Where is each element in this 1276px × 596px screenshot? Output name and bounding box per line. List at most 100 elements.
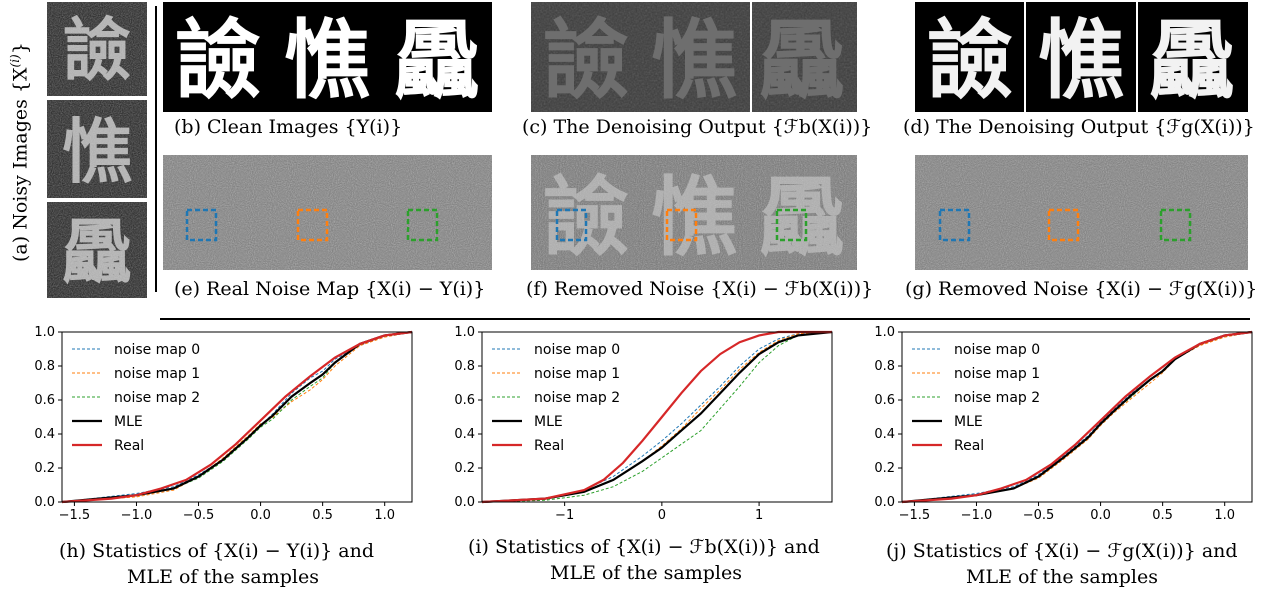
fb-char-3: 飍: [759, 11, 845, 111]
series-line-2: [481, 331, 833, 503]
x-tick-label: 0: [658, 508, 666, 523]
y-tick-label: 0.0: [874, 495, 895, 510]
y-tick-label: 1.0: [454, 325, 475, 340]
legend-label-3: MLE: [534, 414, 563, 430]
x-tick-label: 1.0: [374, 508, 395, 523]
y-tick-label: 0.8: [34, 359, 55, 374]
cdf-chart-i: −1 0 1 0.0 0.2 0.4 0.6 0.8 1.0 noise map 0 noise m…: [454, 325, 833, 523]
plot-frame: [901, 331, 1253, 503]
patch-box-green: [406, 208, 439, 242]
patch-box-blue-g: [938, 208, 971, 242]
x-tick-label: 0.5: [312, 508, 333, 523]
real-noise-map-svg: [163, 155, 492, 270]
series-line-0: [481, 331, 833, 503]
cdf-chart-j: −1.5 −1.0 −0.5 0.0 0.5 1.0 0.0 0.2 0.4 0.6 0.8 1.0 n…: [874, 325, 1253, 523]
caption-i-line2: MLE of the samples: [550, 562, 742, 584]
denoise-fb-svg: 譣 憔 飍: [531, 2, 857, 112]
denoise-fg-panel: 譣 憔 飍: [915, 2, 1248, 112]
patch-box-orange: [296, 208, 329, 242]
noisy-image-3: 飍: [47, 202, 147, 298]
noisy-char-1: 譣: [63, 12, 131, 91]
caption-c: (c) The Denoising Output {ℱb(X(i))}: [522, 116, 873, 138]
legend-label-2: noise map 2: [954, 390, 1040, 406]
legend-label-4: Real: [954, 438, 984, 454]
patch-box-blue: [185, 208, 218, 242]
vertical-divider: [155, 6, 157, 292]
series-line-4: [481, 330, 832, 504]
caption-h-line1: (h) Statistics of {X(i) − Y(i)} and: [59, 540, 375, 562]
x-tick-label: 0.5: [1152, 508, 1173, 523]
series-line-3: [481, 330, 833, 504]
caption-j-line2: MLE of the samples: [966, 566, 1158, 588]
removed-noise-fg-panel: [915, 155, 1248, 270]
caption-j-line1: (j) Statistics of {X(i) − ℱg(X(i))} and: [886, 540, 1238, 562]
noisy-image-1-svg: 譣: [47, 2, 147, 96]
y-tick-label: 0.8: [454, 359, 475, 374]
noisy-image-2-svg: 憔: [47, 100, 147, 198]
y-tick-label: 0.0: [34, 495, 55, 510]
patch-box-green-f: [775, 208, 808, 242]
x-tick-label: −1: [555, 508, 574, 523]
y-tick-label: 0.2: [34, 461, 55, 476]
caption-f: (f) Removed Noise {X(i) − ℱb(X(i))}: [526, 278, 874, 300]
removed-noise-fb-panel: 譣 憔 飍: [531, 155, 857, 270]
patch-box-orange-f: [665, 208, 698, 242]
legend-label-4: Real: [534, 438, 564, 454]
patch-box-orange-g: [1047, 208, 1080, 242]
x-tick-label: −1.0: [961, 508, 993, 523]
x-tick-label: 1: [755, 508, 763, 523]
y-tick-label: 0.4: [454, 427, 475, 442]
series-line-1: [481, 331, 833, 503]
clean-char-2: 憔: [284, 11, 370, 111]
noisy-char-3: 飍: [62, 211, 132, 293]
y-tick-label: 0.6: [874, 393, 895, 408]
clean-char-1: 譣: [175, 11, 261, 111]
caption-d: (d) The Denoising Output {ℱg(X(i))}: [903, 116, 1255, 138]
rn-char-3: 飍: [759, 168, 845, 268]
rn-char-2: 憔: [651, 168, 737, 268]
clean-images-svg: 譣 憔 飍: [175, 11, 480, 111]
noisy-image-1: 譣: [47, 2, 147, 96]
fg-char-3: 飍: [1149, 11, 1235, 111]
y-tick-label: 0.2: [874, 461, 895, 476]
removed-noise-fg-svg: [915, 155, 1248, 270]
legend-label-1: noise map 1: [954, 366, 1040, 382]
cdf-chart-h: −1.5 −1.0 −0.5 0.0 0.5 1.0 0.0 0.2 0.4 0.6 0.8 1.0 n…: [34, 325, 413, 523]
caption-b: (b) Clean Images {Y(i)}: [174, 116, 403, 138]
x-tick-label: −1.5: [899, 508, 931, 523]
series-line-0: [901, 331, 1253, 503]
series-line-4: [901, 330, 1253, 504]
caption-i-line1: (i) Statistics of {X(i) − ℱb(X(i))} and: [468, 536, 820, 558]
caption-g: (g) Removed Noise {X(i) − ℱg(X(i))}: [905, 278, 1258, 300]
noisy-char-2: 憔: [62, 111, 132, 193]
noisy-images-label-close: }: [9, 42, 32, 55]
series-line-3: [61, 330, 413, 504]
plot-frame: [61, 331, 413, 503]
legend-label-1: noise map 1: [534, 366, 620, 382]
series-line-0: [61, 331, 413, 503]
legend-label-4: Real: [114, 438, 144, 454]
caption-h-line2: MLE of the samples: [127, 566, 319, 588]
removed-noise-fb-svg: 譣 憔 飍: [531, 155, 857, 270]
fg-char-2: 憔: [1038, 11, 1124, 111]
y-tick-label: 0.4: [34, 427, 55, 442]
legend-label-0: noise map 0: [954, 342, 1040, 358]
y-tick-label: 0.2: [454, 461, 475, 476]
fb-char-2: 憔: [651, 11, 737, 111]
x-tick-label: −0.5: [183, 508, 215, 523]
horizontal-divider: [160, 318, 1250, 320]
real-noise-map-panel: [163, 155, 492, 270]
plot-frame: [481, 331, 833, 503]
y-tick-label: 0.4: [874, 427, 895, 442]
series-line-4: [61, 330, 413, 504]
fg-char-1: 譣: [927, 11, 1013, 111]
clean-char-3: 飍: [394, 11, 480, 111]
y-tick-label: 0.6: [34, 393, 55, 408]
x-tick-label: 0.0: [250, 508, 271, 523]
legend-label-2: noise map 2: [114, 390, 200, 406]
legend-label-0: noise map 0: [114, 342, 200, 358]
denoise-fb-panel: 譣 憔 飍: [531, 2, 857, 112]
patch-box-green-g: [1159, 208, 1192, 242]
noisy-images-label-sup: (i): [8, 54, 22, 68]
x-tick-label: 1.0: [1214, 508, 1235, 523]
